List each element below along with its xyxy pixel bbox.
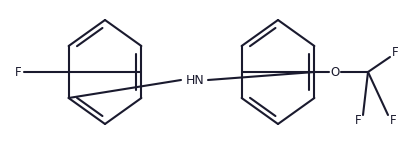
Text: F: F [354, 114, 361, 126]
Text: F: F [15, 66, 21, 78]
Text: O: O [330, 66, 339, 78]
Text: F: F [389, 114, 396, 126]
Text: F: F [392, 45, 398, 58]
Text: HN: HN [186, 74, 204, 87]
